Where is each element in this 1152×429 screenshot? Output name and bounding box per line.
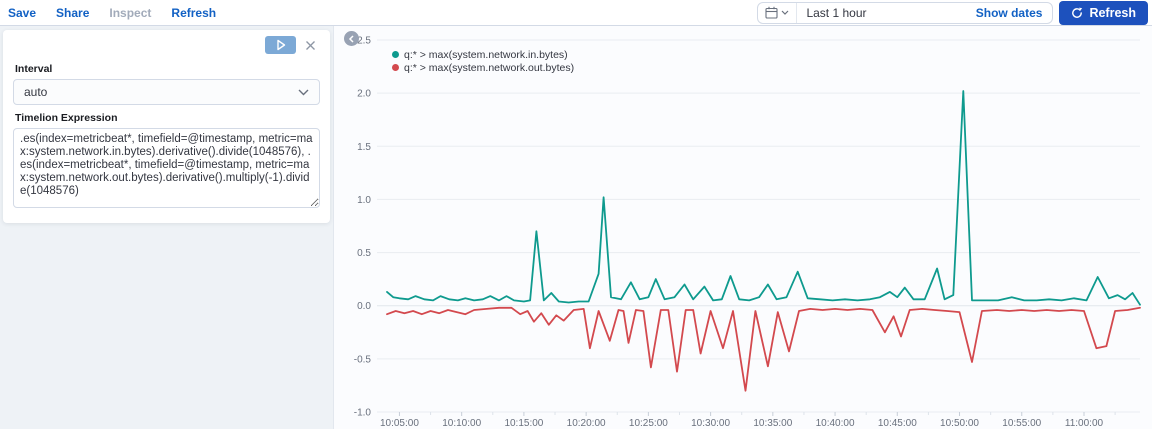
collapse-panel-icon[interactable] [344,31,359,46]
y-tick-label: 0.0 [357,301,371,312]
legend-item-out[interactable]: q:* > max(system.network.out.bytes) [392,61,574,74]
show-dates-button[interactable]: Show dates [975,5,1043,20]
y-tick-label: -1.0 [354,408,372,419]
main-content: Interval auto Timelion Expression .es(in… [0,26,1152,429]
chart-panel: q:* > max(system.network.in.bytes) q:* >… [334,26,1152,429]
x-tick-label: 11:00:00 [1065,418,1104,429]
y-tick-label: 2.0 [357,89,371,100]
x-tick-label: 10:35:00 [753,418,792,429]
refresh-button[interactable]: Refresh [1059,0,1148,25]
inspect-button: Inspect [109,5,152,20]
timelion-editor-panel: Interval auto Timelion Expression .es(in… [0,26,334,429]
x-tick-label: 10:25:00 [629,418,668,429]
y-tick-label: 1.5 [357,142,371,153]
refresh-icon [1071,7,1083,19]
y-tick-label: 0.5 [357,248,371,259]
x-tick-label: 10:50:00 [940,418,979,429]
time-range-value[interactable]: Last 1 hour [806,5,867,20]
y-tick-label: -0.5 [354,354,372,365]
time-picker[interactable]: Last 1 hour Show dates [757,1,1054,24]
legend-label-1: q:* > max(system.network.out.bytes) [404,61,575,74]
x-tick-label: 10:10:00 [442,418,481,429]
interval-value: auto [24,85,48,99]
x-tick-label: 10:45:00 [878,418,917,429]
legend-label-0: q:* > max(system.network.in.bytes) [404,48,568,61]
expression-card: Interval auto Timelion Expression .es(in… [3,30,330,223]
refresh-button-label: Refresh [1089,5,1136,20]
series-line-1 [386,306,1141,392]
legend-item-in[interactable]: q:* > max(system.network.in.bytes) [392,48,574,61]
x-tick-label: 10:55:00 [1002,418,1041,429]
chart-legend: q:* > max(system.network.in.bytes) q:* >… [392,48,574,74]
y-tick-label: 2.5 [357,36,371,47]
chevron-down-icon [781,10,789,15]
top-toolbar: Save Share Inspect Refresh Last 1 hour S… [0,0,1152,26]
x-tick-label: 10:15:00 [504,418,543,429]
interval-label: Interval [15,63,53,75]
x-tick-label: 10:20:00 [567,418,606,429]
save-button[interactable]: Save [8,5,37,20]
quick-select-button[interactable] [758,2,798,23]
x-tick-label: 10:30:00 [691,418,730,429]
legend-dot-1 [392,64,399,71]
refresh-link[interactable]: Refresh [171,5,217,20]
close-editor-icon[interactable] [305,40,316,51]
legend-dot-0 [392,51,399,58]
run-expression-button[interactable] [265,36,296,54]
y-tick-label: 1.0 [357,195,371,206]
x-tick-label: 10:40:00 [816,418,855,429]
calendar-icon [765,6,779,19]
select-chevron-down-icon [298,89,309,96]
expression-label: Timelion Expression [15,112,118,124]
timelion-chart[interactable]: 2.5 2.0 1.5 1.0 0.5 0.0 -0.5 -1.0 10:05:00 10:10:… [334,26,1152,429]
x-tick-label: 10:05:00 [380,418,419,429]
timelion-expression-input[interactable]: .es(index=metricbeat*, timefield=@timest… [13,128,320,208]
interval-select[interactable]: auto [13,79,320,105]
series-line-0 [386,90,1141,306]
share-button[interactable]: Share [56,5,90,20]
